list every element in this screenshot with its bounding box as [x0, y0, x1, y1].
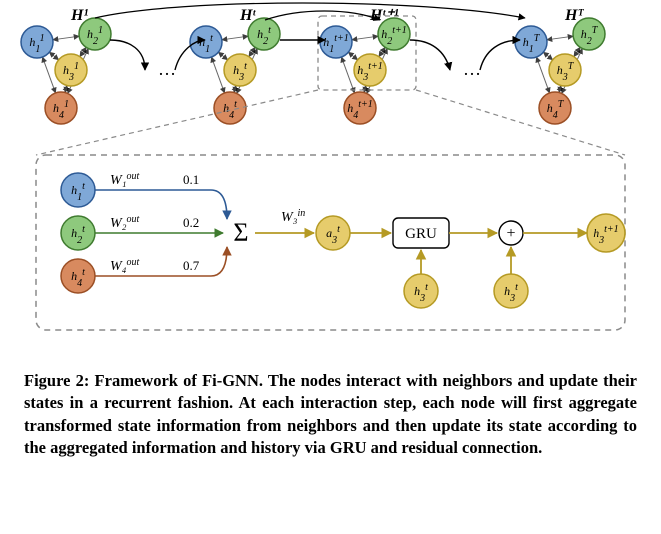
graph: Hᵀh1Th2Th3Th4T	[515, 7, 605, 124]
svg-text:GRU: GRU	[405, 226, 437, 242]
graph: Hᵗ⁺¹h1t+1h2t+1h3t+1h4t+1	[320, 7, 410, 124]
svg-text:W₁out: W₁out	[110, 171, 140, 189]
svg-text:W₄out: W₄out	[110, 257, 140, 275]
svg-text:Σ: Σ	[233, 218, 248, 247]
graph: Hᵗh1th2th3th4t	[190, 7, 280, 124]
graph: H¹h11h21h31h41	[21, 7, 111, 124]
svg-text:0.2: 0.2	[183, 215, 199, 230]
svg-text:W₃in: W₃in	[281, 208, 305, 226]
figure-caption: Figure 2: Framework of Fi-GNN. The nodes…	[24, 370, 637, 459]
svg-text:0.1: 0.1	[183, 172, 199, 187]
svg-text:+: +	[506, 225, 515, 242]
svg-text:…: …	[158, 59, 176, 79]
svg-text:0.7: 0.7	[183, 258, 200, 273]
svg-text:…: …	[463, 59, 481, 79]
svg-text:W₂out: W₂out	[110, 214, 140, 232]
figure-diagram: H¹h11h21h31h41 Hᵗh1th2th3th4t Hᵗ⁺¹h1t+1h2t…	[0, 0, 661, 360]
